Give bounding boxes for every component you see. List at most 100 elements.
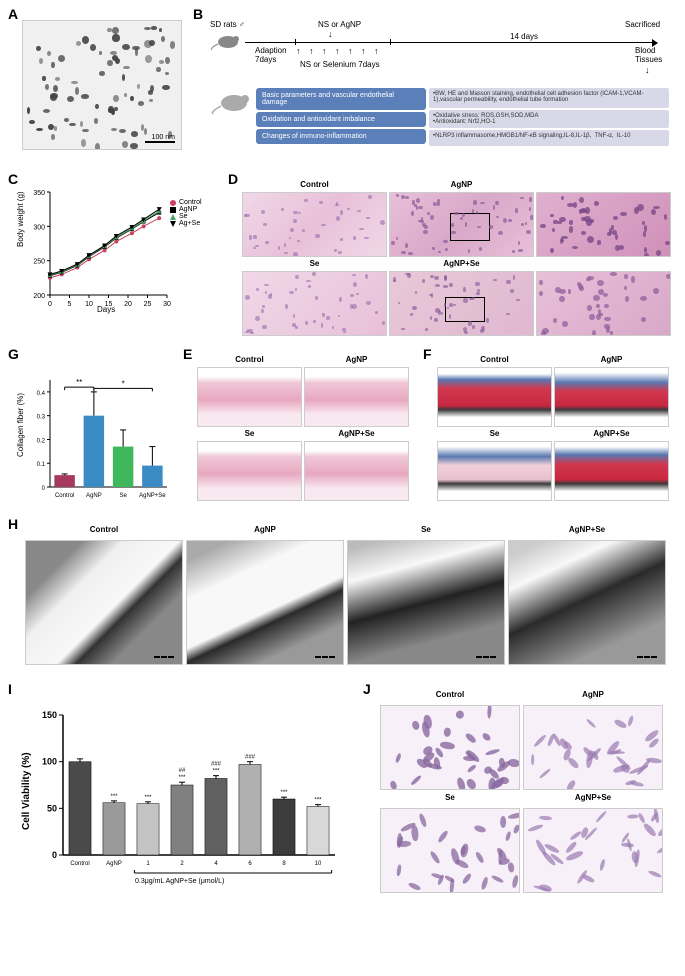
- x-axis-label: Days: [97, 305, 115, 314]
- down-arrow-icon: ↓: [328, 29, 333, 39]
- panel-i-label: I: [8, 681, 12, 697]
- svg-text:0: 0: [42, 486, 46, 492]
- svg-text:8: 8: [282, 861, 286, 867]
- histology-zoom-image: document.write(Array.from({length:50},()…: [536, 192, 671, 257]
- method-desc: •Oxidative stress: ROS,GSH,SOD,MDA •Anti…: [429, 110, 669, 128]
- ns-agnp-label: NS or AgNP: [318, 20, 361, 29]
- panel-e-label: E: [183, 346, 192, 362]
- bodyweight-chart: 200250300350051015202530 Body weight (g)…: [22, 187, 217, 317]
- svg-text:250: 250: [33, 259, 45, 266]
- svg-text:25: 25: [144, 301, 152, 308]
- tem-image: [508, 540, 666, 665]
- panel-c: C 200250300350051015202530 Body weight (…: [10, 175, 220, 320]
- histology-image: document.write(Array.from({length:60},()…: [389, 192, 534, 257]
- panel-g-label: G: [8, 346, 19, 362]
- panel-h-label: H: [8, 516, 18, 532]
- rat-icon: [210, 88, 250, 116]
- x-axis-label: 0.3μg/mL AgNP+Se (μmol/L): [135, 878, 224, 885]
- svg-text:**: **: [76, 378, 82, 387]
- method-desc: •BW, HE and Masson staining, endothelial…: [429, 88, 669, 108]
- scalebar-text: 100 nm: [152, 134, 175, 141]
- svg-text:AgNP: AgNP: [106, 861, 122, 867]
- svg-text:***: ***: [178, 775, 186, 781]
- histology-image: document.write(Array.from({length:40},()…: [242, 192, 387, 257]
- collagen-chart: 00.10.20.30.4ControlAgNPSeAgNP+Se*** Col…: [22, 362, 172, 507]
- down-arrow-icon: ↓: [645, 65, 650, 75]
- svg-text:AgNP: AgNP: [86, 493, 102, 499]
- svg-text:50: 50: [47, 803, 57, 813]
- tem-image: [347, 540, 505, 665]
- svg-text:30: 30: [163, 301, 171, 308]
- panel-b: B SD rats ♂ Adaption 7days NS or AgNP ↓ …: [195, 10, 675, 170]
- panel-j-label: J: [363, 681, 371, 697]
- svg-text:###: ###: [211, 762, 222, 768]
- panel-f-label: F: [423, 346, 432, 362]
- svg-text:200: 200: [33, 293, 45, 300]
- timeline-line: [245, 42, 655, 43]
- svg-text:Control: Control: [70, 861, 89, 867]
- zoom-box-icon: [450, 213, 490, 241]
- svg-text:***: ***: [212, 769, 220, 775]
- y-axis-label: Cell Viability (%): [21, 752, 32, 830]
- panel-i: I 050100150ControlAgNP***1***2***##4***#…: [10, 685, 350, 895]
- method-desc: •NLRP3 inflammasome,HMGB1/NF-κB signalin…: [429, 130, 669, 146]
- svg-text:150: 150: [42, 710, 57, 720]
- cell-image: document.write(Array.from({length:32},()…: [380, 808, 520, 893]
- adaption-label: Adaption 7days: [255, 46, 287, 64]
- viability-chart: 050100150ControlAgNP***1***2***##4***###…: [25, 700, 345, 890]
- ns-se-label: NS or Selenium 7days: [300, 60, 380, 69]
- blood-tissues-label: Blood Tissues: [635, 46, 662, 64]
- days14-label: 14 days: [510, 32, 538, 41]
- svg-text:100: 100: [42, 757, 57, 767]
- panel-d: D Control AgNP document.write(Array.from…: [230, 175, 675, 340]
- svg-text:0.4: 0.4: [37, 391, 46, 397]
- tem-image: [25, 540, 183, 665]
- tem-image: [186, 540, 344, 665]
- cell-image: document.write(Array.from({length:30},()…: [523, 705, 663, 790]
- cell-image: document.write(Array.from({length:35},()…: [380, 705, 520, 790]
- rat-icon: [210, 30, 240, 52]
- methods-titles: Basic parameters and vascular endothelia…: [256, 88, 426, 148]
- svg-text:0.1: 0.1: [37, 462, 46, 468]
- panel-f: F Control AgNP Se AgNP+Se: [425, 350, 675, 510]
- scalebar: [145, 141, 175, 143]
- method-box: Changes of immuno-inflammation: [256, 129, 426, 144]
- masson-image: [554, 367, 669, 427]
- panel-g: G 00.10.20.30.4ControlAgNPSeAgNP+Se*** C…: [10, 350, 175, 510]
- svg-text:##: ##: [179, 768, 186, 774]
- svg-text:AgNP+Se: AgNP+Se: [139, 493, 166, 499]
- panel-a-label: A: [8, 6, 18, 22]
- svg-text:0: 0: [48, 301, 52, 308]
- svg-text:300: 300: [33, 224, 45, 231]
- svg-text:0.3: 0.3: [37, 415, 46, 421]
- he-vessel-image: [304, 367, 409, 427]
- histology-image: document.write(Array.from({length:45},()…: [242, 271, 387, 336]
- panel-b-label: B: [193, 6, 203, 22]
- svg-text:350: 350: [33, 190, 45, 197]
- svg-text:***: ***: [144, 795, 152, 801]
- sacrificed-label: Sacrificed: [625, 20, 660, 29]
- masson-image: [437, 441, 552, 501]
- masson-image: [554, 441, 669, 501]
- svg-text:20: 20: [124, 301, 132, 308]
- methods-descs: •BW, HE and Masson staining, endothelial…: [429, 88, 669, 148]
- svg-text:*: *: [122, 379, 125, 388]
- method-box: Oxidation and antioxidant imbalance: [256, 112, 426, 127]
- sd-rats-label: SD rats ♂: [210, 20, 245, 29]
- svg-text:***: ***: [110, 794, 118, 800]
- svg-text:10: 10: [315, 861, 322, 867]
- svg-text:1: 1: [146, 861, 150, 867]
- panel-d-label: D: [228, 171, 238, 187]
- svg-text:0.2: 0.2: [37, 438, 46, 444]
- histology-image: document.write(Array.from({length:50},()…: [389, 271, 534, 336]
- masson-image: [437, 367, 552, 427]
- svg-text:Control: Control: [55, 493, 74, 499]
- he-vessel-image: [197, 441, 302, 501]
- method-box: Basic parameters and vascular endothelia…: [256, 88, 426, 110]
- svg-text:6: 6: [248, 861, 252, 867]
- legend: Control AgNP Se Ag+Se: [170, 199, 202, 227]
- svg-text:###: ###: [245, 755, 256, 761]
- svg-text:10: 10: [85, 301, 93, 308]
- svg-text:***: ***: [314, 798, 322, 804]
- y-axis-label: Collagen fiber (%): [16, 393, 25, 457]
